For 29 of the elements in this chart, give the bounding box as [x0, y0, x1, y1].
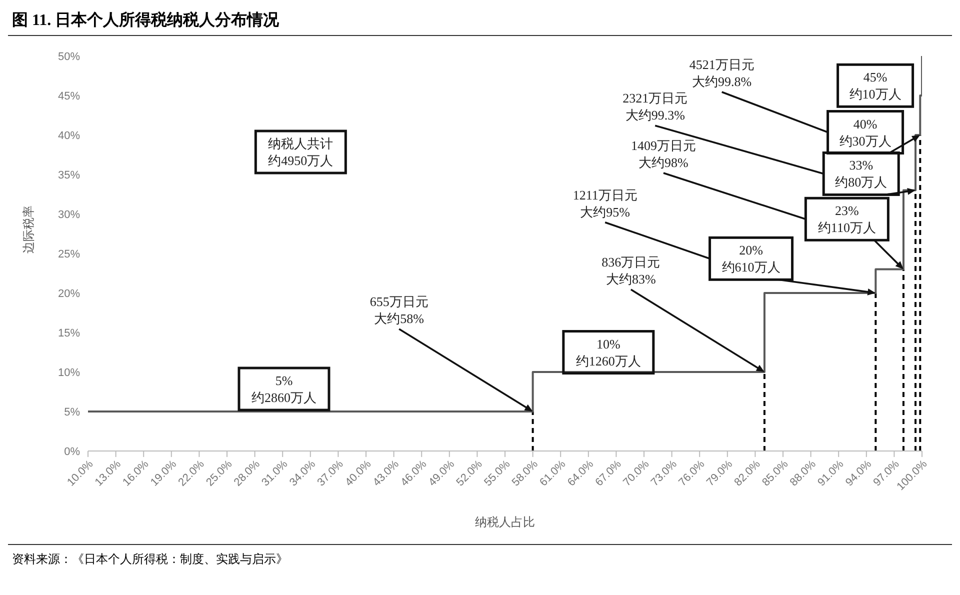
y-tick-label: 50%	[58, 50, 80, 63]
y-tick-label: 30%	[58, 208, 80, 221]
y-tick-label: 35%	[58, 169, 80, 182]
y-tick-label: 10%	[58, 366, 80, 379]
annotation: 33% 约80万人	[835, 158, 888, 190]
annotation: 655万日元大约58%	[370, 294, 428, 326]
y-tick-label: 25%	[58, 248, 80, 260]
text: 资料来源：《日本个人所得税：制度、实践与启示》	[12, 551, 289, 568]
y-tick-label: 0%	[64, 446, 80, 458]
y-tick-label: 15%	[58, 327, 80, 340]
annotation: 10% 约1260万人	[576, 336, 641, 368]
annotation: 2321万日元大约99.3%	[622, 90, 688, 123]
annotation: 1409万日元大约98%	[630, 138, 696, 170]
annotation: 45% 约10万人	[849, 70, 902, 102]
y-tick-label: 20%	[58, 288, 80, 300]
annotation: 40% 约30万人	[839, 116, 892, 148]
y-tick-label: 45%	[58, 90, 80, 102]
chart-title: 图 11. 日本个人所得税纳税人分布情况	[8, 8, 952, 36]
annotation: 20% 约610万人	[722, 242, 780, 275]
y-tick-label: 5%	[64, 406, 80, 418]
annotation: 纳税人共计约4950万人	[268, 136, 334, 168]
annotation: 1211万日元大约95%	[572, 187, 638, 220]
y-tick-label: 40%	[58, 130, 80, 142]
annotation: 4521万日元大约99.8%	[689, 57, 754, 89]
annotation: 836万日元大约83%	[602, 254, 660, 286]
x-axis-title: 纳税人占比	[475, 515, 535, 529]
annotation: 5% 约2860万人	[251, 373, 316, 405]
y-axis-title: 边际税率	[21, 206, 36, 254]
annotation: 23% 约110万人	[818, 203, 876, 236]
